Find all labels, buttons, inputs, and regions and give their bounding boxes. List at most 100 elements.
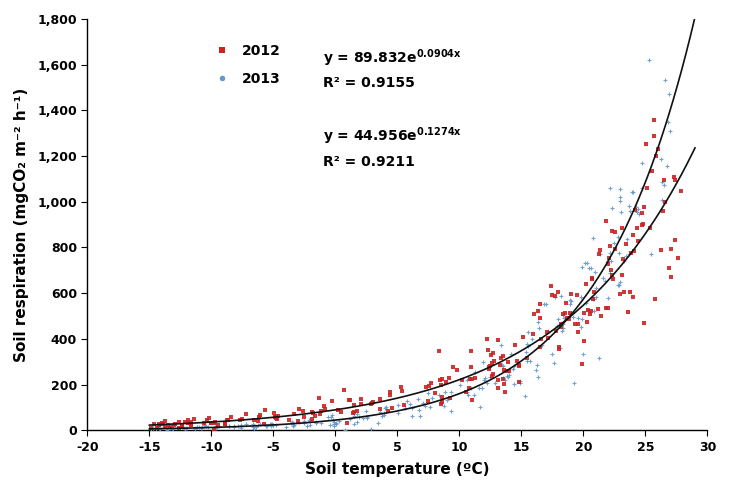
Point [577, 350, 589, 357]
Point [656, 155, 667, 163]
Point [555, 324, 566, 331]
Point [237, 415, 248, 423]
Point [469, 374, 481, 382]
Point [348, 420, 360, 428]
Text: R² = 0.9211: R² = 0.9211 [323, 155, 415, 169]
Point [355, 401, 366, 409]
Point [436, 375, 447, 383]
Point [196, 423, 208, 431]
Point [196, 424, 208, 432]
Point [182, 419, 194, 427]
Point [624, 208, 636, 216]
Point [484, 365, 496, 373]
Point [395, 382, 407, 390]
Point [603, 254, 615, 262]
Point [605, 257, 617, 265]
Point [572, 320, 584, 327]
Point [328, 418, 340, 426]
Y-axis label: Soil respiration (mgCO₂ m⁻² h⁻¹): Soil respiration (mgCO₂ m⁻² h⁻¹) [14, 87, 29, 362]
Point [419, 402, 431, 410]
Point [561, 314, 573, 322]
Point [497, 376, 509, 383]
Point [378, 411, 390, 419]
Point [461, 377, 473, 384]
Point [572, 314, 583, 322]
Point [201, 416, 212, 424]
Point [154, 425, 166, 433]
Point [261, 422, 272, 430]
Point [145, 425, 157, 433]
Point [466, 396, 477, 404]
Point [315, 408, 327, 415]
Point [270, 414, 282, 422]
Point [499, 388, 510, 396]
Point [235, 424, 247, 432]
Point [267, 421, 279, 429]
Point [478, 376, 490, 383]
Point [445, 394, 456, 402]
Point [621, 235, 633, 243]
Point [240, 420, 252, 428]
Point [648, 116, 660, 124]
Point [640, 139, 652, 147]
Point [352, 407, 364, 415]
Point [511, 360, 523, 368]
Point [493, 336, 504, 344]
Point [608, 239, 620, 247]
Point [393, 409, 404, 416]
Point [293, 417, 305, 425]
Point [511, 357, 523, 365]
Point [663, 264, 675, 272]
Point [272, 415, 283, 423]
Point [582, 306, 593, 314]
Point [589, 268, 601, 276]
Point [552, 315, 564, 323]
Point [396, 387, 408, 395]
Point [165, 423, 177, 431]
Point [202, 423, 214, 431]
Point [580, 259, 591, 267]
Point [524, 357, 536, 365]
Point [228, 423, 239, 431]
Point [239, 410, 251, 418]
Point [366, 400, 377, 408]
Point [492, 384, 504, 392]
Point [361, 413, 373, 421]
Point [494, 361, 506, 369]
Point [610, 245, 621, 252]
Text: y = 89.832e$^{\mathbf{0.0904x}}$: y = 89.832e$^{\mathbf{0.0904x}}$ [323, 48, 462, 69]
Point [604, 249, 615, 257]
Point [636, 221, 648, 229]
Point [269, 413, 281, 421]
Point [637, 220, 648, 228]
Point [534, 314, 546, 322]
Point [445, 388, 456, 396]
Point [518, 333, 529, 341]
Point [285, 419, 297, 427]
Point [626, 188, 638, 196]
Point [546, 350, 558, 357]
Point [645, 250, 656, 258]
Text: R² = 0.9155: R² = 0.9155 [323, 77, 415, 90]
Point [580, 299, 592, 307]
Point [534, 343, 545, 351]
Point [270, 413, 282, 421]
Point [261, 422, 272, 430]
Point [549, 292, 561, 300]
Point [602, 260, 614, 268]
Point [254, 420, 266, 428]
Point [590, 285, 602, 293]
Point [344, 415, 356, 423]
Point [248, 425, 260, 433]
Point [636, 160, 648, 167]
Point [372, 419, 384, 427]
Point [613, 281, 625, 289]
Point [407, 405, 418, 412]
Point [532, 318, 544, 326]
Point [344, 396, 356, 404]
Point [483, 363, 495, 371]
Point [177, 422, 188, 430]
Point [631, 208, 643, 216]
Point [351, 418, 363, 426]
Point [675, 187, 687, 195]
